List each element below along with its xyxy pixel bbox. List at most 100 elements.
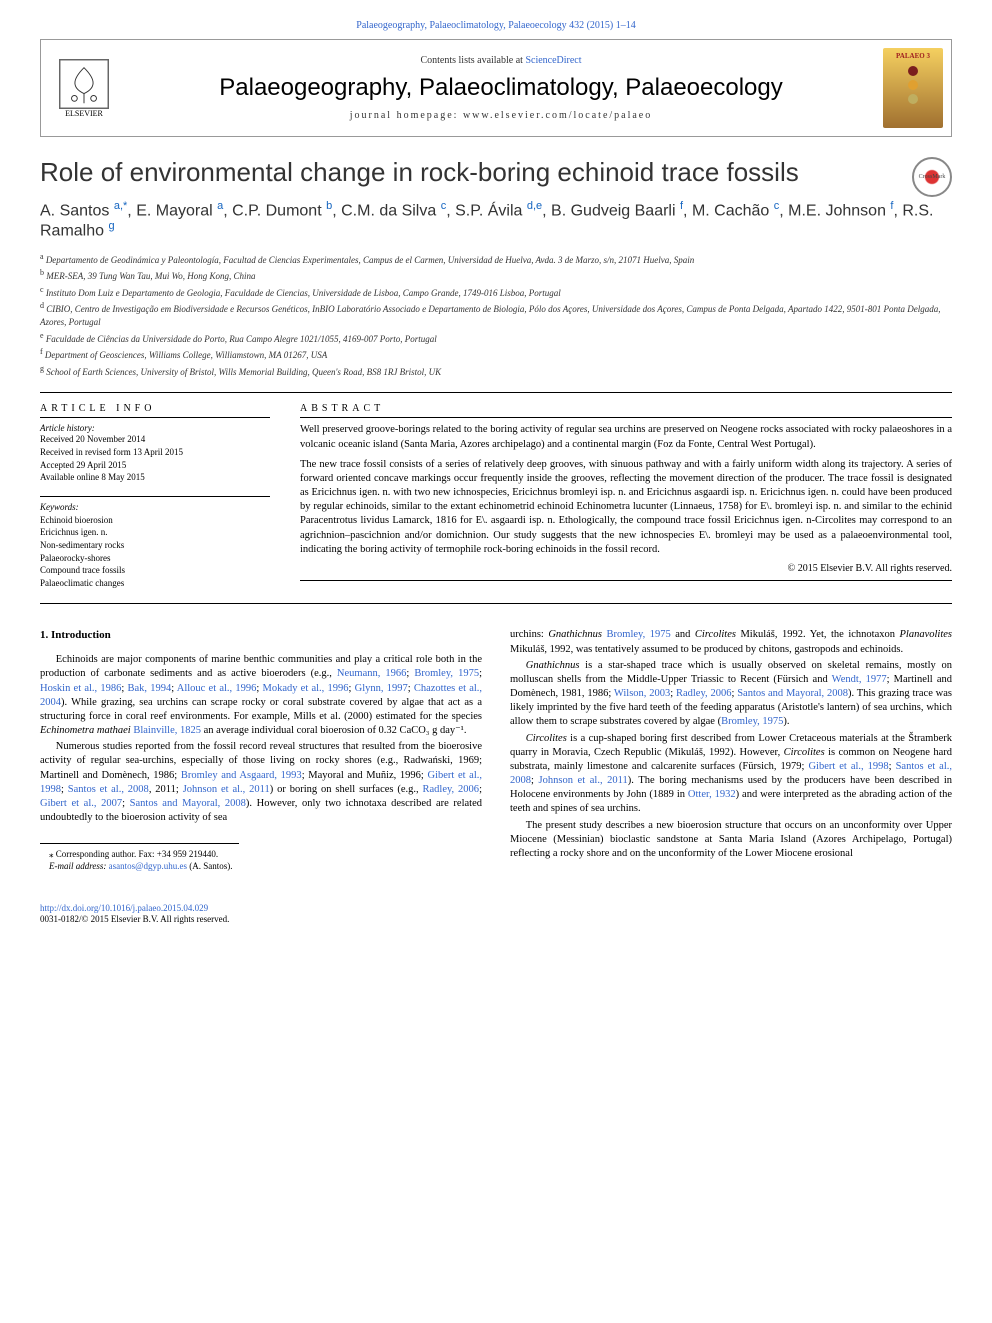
citation-link[interactable]: Bromley, 1975 <box>607 629 671 640</box>
citation-link[interactable]: Johnson et al., 2011 <box>539 775 628 786</box>
doi-link[interactable]: http://dx.doi.org/10.1016/j.palaeo.2015.… <box>40 903 208 913</box>
elsevier-label: ELSEVIER <box>65 109 103 118</box>
divider <box>40 392 952 393</box>
citation-link[interactable]: Gibert et al., 2007 <box>40 798 122 809</box>
body-paragraph: urchins: Gnathichnus Bromley, 1975 and C… <box>510 628 952 656</box>
journal-reference: Palaeogeography, Palaeoclimatology, Pala… <box>40 20 952 31</box>
keyword-item: Non-sedimentary rocks <box>40 539 270 552</box>
palaeo-dot <box>908 94 918 104</box>
elsevier-tree-icon <box>59 59 109 109</box>
citation-link[interactable]: Bromley, 1975 <box>721 716 783 727</box>
abstract-divider <box>300 580 952 581</box>
palaeo-dots <box>908 66 918 104</box>
palaeo-badge-text: PALAEO 3 <box>896 52 930 60</box>
journal-homepage: journal homepage: www.elsevier.com/locat… <box>119 110 883 121</box>
contents-line: Contents lists available at ScienceDirec… <box>119 55 883 66</box>
citation-link[interactable]: Santos and Mayoral, 2008 <box>130 798 246 809</box>
abstract-paragraph: The new trace fossil consists of a serie… <box>300 458 952 557</box>
body-paragraph: Echinoids are major components of marine… <box>40 653 482 738</box>
citation-link[interactable]: Neumann, 1966 <box>337 668 406 679</box>
keyword-item: Compound trace fossils <box>40 564 270 577</box>
history-item: Received in revised form 13 April 2015 <box>40 446 270 459</box>
keyword-item: Echinoid bioerosion <box>40 514 270 527</box>
author-email-link[interactable]: asantos@dgyp.uhu.es <box>109 861 187 871</box>
journal-name: Palaeogeography, Palaeoclimatology, Pala… <box>119 74 883 102</box>
info-abstract-row: ARTICLE INFO Article history: Received 2… <box>40 403 952 589</box>
article-title: Role of environmental change in rock-bor… <box>40 157 912 188</box>
affiliation-line: b MER-SEA, 39 Tung Wan Tau, Mui Wo, Hong… <box>40 267 952 283</box>
citation-link[interactable]: Allouc et al., 1996 <box>177 683 257 694</box>
corresponding-author-footnote: ⁎ Corresponding author. Fax: +34 959 219… <box>40 849 482 861</box>
keyword-item: Ericichnus igen. n. <box>40 526 270 539</box>
body-paragraph: Numerous studies reported from the fossi… <box>40 740 482 825</box>
affiliation-line: d CIBIO, Centro de Investigação em Biodi… <box>40 300 952 328</box>
citation-link[interactable]: Mokady et al., 1996 <box>262 683 348 694</box>
citation-link[interactable]: Otter, 1932 <box>688 789 736 800</box>
body-paragraph: Gnathichnus is a star-shaped trace which… <box>510 659 952 730</box>
abstract: ABSTRACT Well preserved groove-borings r… <box>300 403 952 589</box>
info-divider <box>40 496 270 497</box>
keywords-list: Echinoid bioerosionEricichnus igen. n.No… <box>40 514 270 590</box>
body-columns: 1. Introduction Echinoids are major comp… <box>40 628 952 872</box>
email-label: E-mail address: <box>49 861 109 871</box>
abstract-text: Well preserved groove-borings related to… <box>300 423 952 557</box>
abstract-paragraph: Well preserved groove-borings related to… <box>300 423 952 451</box>
article-info-head: ARTICLE INFO <box>40 403 270 414</box>
page-footer: http://dx.doi.org/10.1016/j.palaeo.2015.… <box>40 903 952 926</box>
authors-line: A. Santos a,*, E. Mayoral a, C.P. Dumont… <box>40 200 952 241</box>
footnote-separator <box>40 843 239 844</box>
history-item: Accepted 29 April 2015 <box>40 459 270 472</box>
palaeo-dot <box>908 80 918 90</box>
citation-link[interactable]: Radley, 2006 <box>423 784 480 795</box>
title-row: Role of environmental change in rock-bor… <box>40 157 952 200</box>
history-item: Available online 8 May 2015 <box>40 471 270 484</box>
palaeo-dot <box>908 66 918 76</box>
affiliation-line: e Faculdade de Ciências da Universidade … <box>40 330 952 346</box>
citation-link[interactable]: Wilson, 2003 <box>614 688 670 699</box>
history-label: Article history: <box>40 423 270 433</box>
affiliations: a Departamento de Geodinámica y Paleonto… <box>40 251 952 379</box>
crossmark-icon[interactable]: CrossMark <box>912 157 952 197</box>
body-paragraph: The present study describes a new bioero… <box>510 819 952 862</box>
section-heading-intro: 1. Introduction <box>40 628 482 643</box>
citation-link[interactable]: Bromley and Asgaard, 1993 <box>181 770 302 781</box>
citation-link[interactable]: Glynn, 1997 <box>355 683 408 694</box>
citation-link[interactable]: Bak, 1994 <box>127 683 171 694</box>
citation-link[interactable]: Santos and Mayoral, 2008 <box>737 688 848 699</box>
body-paragraph: Circolites is a cup-shaped boring first … <box>510 732 952 817</box>
affiliation-line: f Department of Geosciences, Williams Co… <box>40 346 952 362</box>
citation-link[interactable]: Radley, 2006 <box>676 688 732 699</box>
header-center: Contents lists available at ScienceDirec… <box>119 55 883 121</box>
keywords-label: Keywords: <box>40 502 270 512</box>
citation-link[interactable]: Santos et al., 2008 <box>68 784 149 795</box>
sciencedirect-link[interactable]: ScienceDirect <box>525 55 581 66</box>
keyword-item: Palaeorocky-shores <box>40 552 270 565</box>
homepage-url[interactable]: www.elsevier.com/locate/palaeo <box>463 110 652 121</box>
citation-link[interactable]: Wendt, 1977 <box>832 674 887 685</box>
citation-link[interactable]: Gibert et al., 1998 <box>808 761 888 772</box>
article-info: ARTICLE INFO Article history: Received 2… <box>40 403 270 589</box>
issn-copyright: 0031-0182/© 2015 Elsevier B.V. All right… <box>40 914 229 924</box>
citation-link[interactable]: Bromley, 1975 <box>414 668 479 679</box>
citation-link[interactable]: Johnson et al., 2011 <box>183 784 270 795</box>
keyword-item: Palaeoclimatic changes <box>40 577 270 590</box>
divider <box>40 603 952 604</box>
abstract-copyright: © 2015 Elsevier B.V. All rights reserved… <box>300 563 952 574</box>
info-divider <box>40 417 270 418</box>
email-after: (A. Santos). <box>187 861 233 871</box>
history-item: Received 20 November 2014 <box>40 433 270 446</box>
palaeo-cover-icon: PALAEO 3 <box>883 48 943 128</box>
citation-link[interactable]: Blainville, 1825 <box>133 725 201 736</box>
elsevier-logo: ELSEVIER <box>49 48 119 128</box>
homepage-label: journal homepage: <box>350 110 463 121</box>
email-footnote: E-mail address: asantos@dgyp.uhu.es (A. … <box>40 861 482 873</box>
history-list: Received 20 November 2014Received in rev… <box>40 433 270 483</box>
affiliation-line: a Departamento de Geodinámica y Paleonto… <box>40 251 952 267</box>
citation-link[interactable]: Hoskin et al., 1986 <box>40 683 121 694</box>
abstract-head: ABSTRACT <box>300 403 952 414</box>
contents-text: Contents lists available at <box>420 55 525 66</box>
abstract-divider <box>300 417 952 418</box>
affiliation-line: g School of Earth Sciences, University o… <box>40 363 952 379</box>
journal-header-box: ELSEVIER Contents lists available at Sci… <box>40 39 952 137</box>
affiliation-line: c Instituto Dom Luiz e Departamento de G… <box>40 284 952 300</box>
